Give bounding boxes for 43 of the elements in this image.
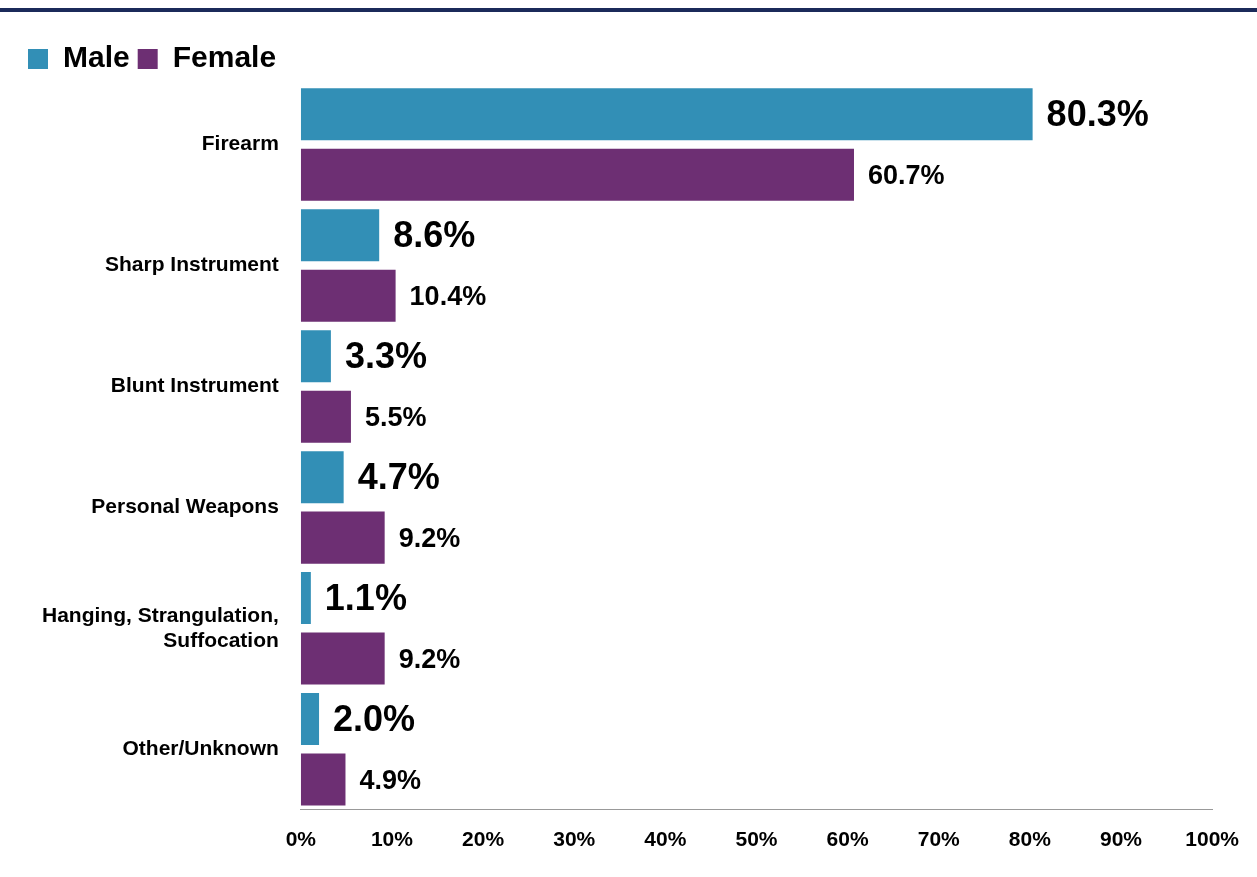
y-tick-label: Personal Weapons <box>91 494 279 518</box>
data-label: 5.5% <box>364 402 427 433</box>
bar <box>300 451 344 504</box>
bar <box>300 209 380 262</box>
bar <box>300 693 320 746</box>
data-label: 10.4% <box>409 281 487 312</box>
legend-label: Male <box>63 40 130 74</box>
x-tick-label: 30% <box>553 827 596 851</box>
x-tick-label: 10% <box>370 827 414 851</box>
data-label: 8.6% <box>393 214 476 256</box>
x-tick-label: 90% <box>1100 827 1143 851</box>
x-tick-label: 100% <box>1185 827 1240 851</box>
y-tick-label: Other/Unknown <box>122 736 279 760</box>
data-label: 80.3% <box>1046 93 1149 135</box>
data-label: 3.3% <box>344 335 427 377</box>
bar <box>300 753 346 806</box>
x-tick-label: 80% <box>1008 827 1052 851</box>
y-tick-label: Firearm <box>201 131 279 155</box>
bar <box>300 390 351 443</box>
bar <box>300 269 396 322</box>
x-tick-label: 40% <box>644 827 687 851</box>
x-tick-label: 20% <box>462 827 505 851</box>
data-label: 1.1% <box>324 577 407 619</box>
bar <box>300 330 331 383</box>
data-label: 4.9% <box>359 765 422 796</box>
bar <box>300 632 385 685</box>
data-label: 2.0% <box>333 698 416 739</box>
y-tick-label: Hanging, Strangulation, Suffocation <box>42 602 279 651</box>
bar <box>300 148 854 201</box>
x-tick-label: 0% <box>285 827 317 851</box>
data-label: 60.7% <box>868 160 945 191</box>
legend-label: Female <box>172 40 277 74</box>
bar <box>300 572 311 625</box>
x-tick-label: 50% <box>735 827 778 851</box>
data-label: 9.2% <box>398 644 461 675</box>
y-tick-label: Blunt Instrument <box>110 373 279 397</box>
y-tick-label: Sharp Instrument <box>104 252 279 276</box>
bar <box>300 88 1033 141</box>
x-tick-label: 60% <box>826 827 869 851</box>
bar <box>300 511 385 564</box>
data-label: 4.7% <box>357 456 440 498</box>
x-tick-label: 70% <box>917 827 961 851</box>
data-label: 9.2% <box>398 523 461 554</box>
